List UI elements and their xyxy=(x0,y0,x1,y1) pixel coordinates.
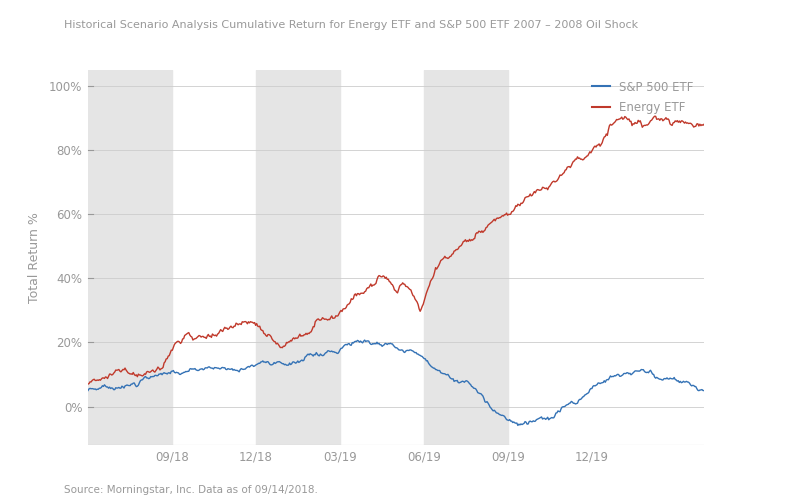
Bar xyxy=(256,70,340,445)
Text: Historical Scenario Analysis Cumulative Return for Energy ETF and S&P 500 ETF 20: Historical Scenario Analysis Cumulative … xyxy=(64,20,638,30)
Legend: S&P 500 ETF, Energy ETF: S&P 500 ETF, Energy ETF xyxy=(587,76,698,118)
Bar xyxy=(424,70,508,445)
Y-axis label: Total Return %: Total Return % xyxy=(28,212,41,303)
Text: Source: Morningstar, Inc. Data as of 09/14/2018.: Source: Morningstar, Inc. Data as of 09/… xyxy=(64,485,318,495)
Bar xyxy=(88,70,172,445)
